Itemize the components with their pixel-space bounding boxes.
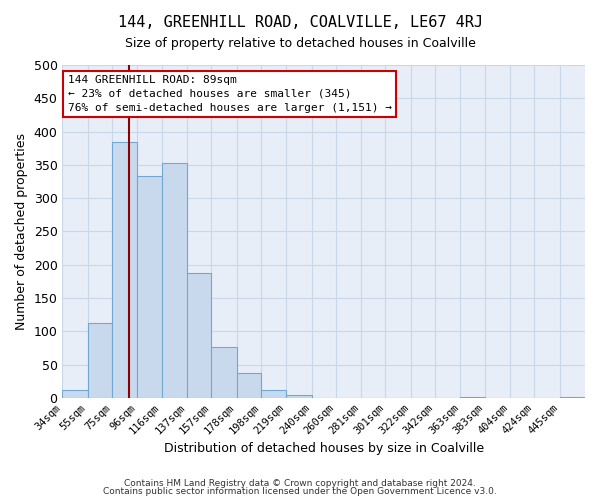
Text: 144, GREENHILL ROAD, COALVILLE, LE67 4RJ: 144, GREENHILL ROAD, COALVILLE, LE67 4RJ [118, 15, 482, 30]
Y-axis label: Number of detached properties: Number of detached properties [15, 133, 28, 330]
Bar [236, 374, 261, 398]
Text: Size of property relative to detached houses in Coalville: Size of property relative to detached ho… [125, 38, 475, 51]
Bar [211, 348, 236, 398]
Bar [112, 142, 137, 398]
X-axis label: Distribution of detached houses by size in Coalville: Distribution of detached houses by size … [164, 442, 484, 455]
Text: Contains public sector information licensed under the Open Government Licence v3: Contains public sector information licen… [103, 487, 497, 496]
Text: Contains HM Land Registry data © Crown copyright and database right 2024.: Contains HM Land Registry data © Crown c… [124, 478, 476, 488]
Bar [137, 176, 161, 398]
Bar [161, 163, 187, 398]
Bar [187, 273, 211, 398]
Bar [261, 390, 286, 398]
Bar [62, 390, 88, 398]
Bar [88, 322, 112, 398]
Text: 144 GREENHILL ROAD: 89sqm
← 23% of detached houses are smaller (345)
76% of semi: 144 GREENHILL ROAD: 89sqm ← 23% of detac… [68, 75, 392, 113]
Bar [286, 394, 311, 398]
